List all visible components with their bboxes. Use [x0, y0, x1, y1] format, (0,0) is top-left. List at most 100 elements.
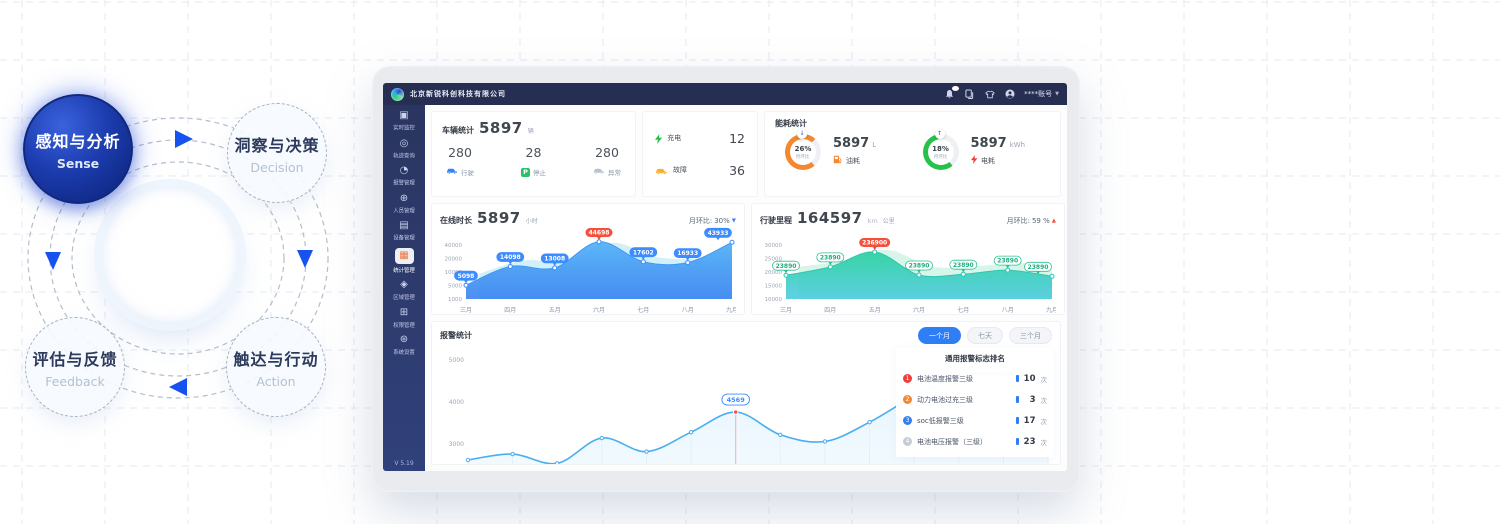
rank-badge: 2 — [903, 395, 912, 404]
rank-badge: 3 — [903, 416, 912, 425]
donut-ring: 26% 月环比 — [785, 134, 821, 170]
gauge-label-row: 油耗 — [833, 155, 876, 166]
svg-text:44698: 44698 — [589, 230, 610, 237]
svg-text:23890: 23890 — [1028, 264, 1049, 271]
ranking-row: 2 动力电池过充三级 3 次 — [903, 389, 1047, 410]
online-mom: 月环比: 30% ▼ — [688, 217, 736, 225]
vehicle-stat-value: 280 — [448, 145, 472, 160]
account-menu[interactable]: ****账号 ▼ — [1024, 89, 1059, 99]
ranking-row: 4 电池电压报警（三级） 23 次 — [903, 431, 1047, 452]
sidebar-item-device[interactable]: ▤ 设备管理 — [383, 220, 425, 242]
theme-skin-icon[interactable] — [984, 89, 995, 100]
sidebar-item-label: 区域管理 — [393, 294, 415, 301]
region-icon: ◈ — [400, 279, 408, 290]
donut-油耗: 26% 月环比 ↓ — [783, 129, 823, 171]
svg-text:4000: 4000 — [449, 399, 464, 406]
gauge-unit: kWh — [1009, 141, 1026, 149]
arrow-right-icon — [175, 130, 193, 148]
donut-hole: 26% 月环比 — [790, 139, 816, 165]
diagram-node-label-en: Action — [256, 373, 296, 389]
vehicle-stat-label-text: 停止 — [533, 169, 546, 177]
documents-icon[interactable] — [964, 89, 975, 100]
svg-text:5000: 5000 — [448, 284, 462, 290]
diagram-node-label-en: Feedback — [45, 373, 105, 389]
vehicle-stat-label: P 停止 — [521, 167, 546, 177]
vehicle-stat-value: 28 — [525, 145, 542, 160]
cycle-diagram: 感知与分析 Sense 洞察与决策 Decision 评估与反馈 Feedback 触达与行… — [8, 82, 348, 437]
notification-bell-icon[interactable] — [944, 85, 960, 100]
mileage-unit: 公里 — [882, 218, 895, 225]
svg-text:1000: 1000 — [448, 297, 462, 303]
svg-text:九月: 九月 — [1046, 306, 1056, 314]
diagram-node-label-zh: 触达与行动 — [233, 349, 319, 369]
count-bar-icon — [1015, 375, 1019, 382]
svg-text:23890: 23890 — [776, 263, 797, 270]
vehicle-stat-label: 行驶 — [446, 167, 474, 177]
diagram-node-decision: 洞察与决策 Decision — [227, 103, 327, 203]
diagram-node-label-en: Sense — [56, 155, 100, 171]
vehicle-stat-行驶: 280 行驶 — [446, 145, 474, 177]
sidebar-item-people[interactable]: ⊕ 人员管理 — [383, 193, 425, 215]
svg-text:20000: 20000 — [445, 257, 463, 263]
diagram-arcs — [27, 117, 329, 399]
vehicle-stats-card: 车辆统计 5897 辆 280 行驶 28 P 停止 280 异常 — [431, 111, 636, 197]
arrow-down-left-icon — [45, 252, 61, 270]
rank-badge: 1 — [903, 374, 912, 383]
gauge-percent: 18% — [932, 144, 949, 153]
tab-七天[interactable]: 七天 — [967, 327, 1003, 344]
trend-up-icon: ▲ — [1051, 218, 1056, 224]
sidebar-item-monitor[interactable]: ▣ 实时监控 — [383, 110, 425, 132]
diagram-node-label-zh: 洞察与决策 — [234, 135, 320, 155]
gauge-label-row: 电耗 — [970, 155, 1026, 166]
sidebar-item-label: 报警管理 — [393, 180, 415, 187]
vehicle-stat-异常: 280 异常 — [593, 145, 621, 177]
chevron-down-icon: ▼ — [1055, 91, 1059, 97]
diagram-node-label-en: Decision — [250, 159, 304, 175]
count-bar-icon — [1015, 396, 1019, 403]
online-duration-unit: 小时 — [525, 218, 538, 225]
tab-一个月[interactable]: 一个月 — [918, 327, 961, 344]
alarm-ranking-panel: 通用报警标志排名 1 电池温度报警三级 10 次 2 动力电池过充三级 3 次 3 soc低报警三… — [896, 348, 1054, 457]
svg-text:四月: 四月 — [504, 307, 516, 314]
ranking-count-unit: 次 — [1040, 438, 1048, 447]
sidebar-item-region[interactable]: ◈ 区域管理 — [383, 279, 425, 301]
ranking-count-unit: 次 — [1040, 375, 1048, 384]
sidebar-item-track[interactable]: ◎ 轨迹查询 — [383, 138, 425, 160]
car-icon — [446, 167, 458, 176]
alarm-stats-title: 报警统计 — [440, 331, 472, 340]
sidebar-item-alarm[interactable]: ◔ 报警管理 — [383, 165, 425, 187]
svg-text:四月: 四月 — [824, 307, 836, 314]
status-row-value: 36 — [729, 162, 745, 178]
tab-三个月[interactable]: 三个月 — [1009, 327, 1052, 344]
svg-text:20000: 20000 — [765, 270, 783, 276]
svg-text:23890: 23890 — [820, 255, 841, 262]
ranking-row: 3 soc低报警三级 17 次 — [903, 410, 1047, 431]
diagram-node-label-zh: 评估与反馈 — [32, 349, 118, 369]
svg-text:五月: 五月 — [549, 307, 561, 314]
vehicle-stat-停止: 28 P 停止 — [521, 145, 546, 177]
alarm-icon: ◔ — [399, 165, 409, 176]
sidebar-item-label: 系统设置 — [393, 349, 415, 356]
arrow-left-icon — [169, 378, 187, 396]
stats-icon: ▦ — [399, 249, 409, 261]
ranking-label: 动力电池过充三级 — [917, 395, 973, 404]
user-avatar-icon[interactable] — [1004, 89, 1015, 100]
mileage-mom: 月环比: 59 % ▲ — [1006, 217, 1056, 225]
sidebar-item-stats[interactable]: ▦ 统计管理 — [383, 247, 425, 274]
vehicle-stat-label-text: 行驶 — [461, 169, 474, 177]
svg-text:五月: 五月 — [869, 307, 881, 314]
status-row-故障: 故障 36 — [655, 161, 745, 180]
sidebar-item-label: 设备管理 — [393, 235, 415, 242]
svg-text:六月: 六月 — [593, 306, 605, 314]
gauge-info: 5897 L 油耗 — [833, 136, 876, 166]
mileage-title: 行驶里程 — [760, 216, 792, 225]
gauge-value-row: 5897 L — [833, 136, 876, 151]
ranking-count: 17 — [1023, 415, 1036, 426]
sidebar-item-settings[interactable]: ⊛ 系统设置 — [383, 334, 425, 356]
sidebar-item-permission[interactable]: ⊞ 权限管理 — [383, 307, 425, 329]
alarm-ranking-title: 通用报警标志排名 — [945, 354, 1005, 363]
diagram-node-label-zh: 感知与分析 — [35, 131, 121, 151]
power-bolt-icon — [970, 155, 977, 166]
device-icon: ▤ — [399, 220, 409, 231]
